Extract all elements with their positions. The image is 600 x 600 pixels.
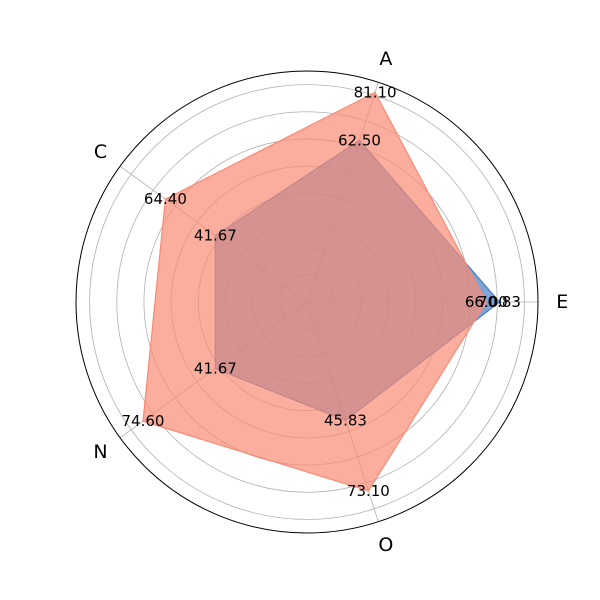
series-layer (142, 91, 501, 492)
value-label: 70.83 (478, 293, 521, 311)
axis-label-N: N (93, 441, 107, 463)
value-label: 74.60 (122, 412, 165, 430)
value-label: 66.00 (465, 293, 508, 311)
value-label: 45.83 (324, 411, 367, 429)
axis-label-E: E (556, 291, 568, 313)
outer-frame (75, 70, 539, 534)
value-labels: 70.83 62.50 41.67 41.67 45.83 66.00 81.10 64.40… (122, 83, 521, 500)
axis-label-O: O (378, 534, 393, 556)
axis-labels: E A C N O (93, 48, 568, 556)
value-label: 64.40 (144, 190, 187, 208)
value-label: 73.10 (347, 482, 390, 500)
value-label: 81.10 (354, 83, 397, 101)
axis-label-C: C (94, 141, 107, 163)
value-label: 62.50 (338, 131, 381, 149)
axis-label-A: A (379, 48, 392, 70)
value-label: 41.67 (194, 226, 237, 244)
series-polygon-2 (142, 91, 488, 492)
value-label: 41.67 (194, 360, 237, 378)
